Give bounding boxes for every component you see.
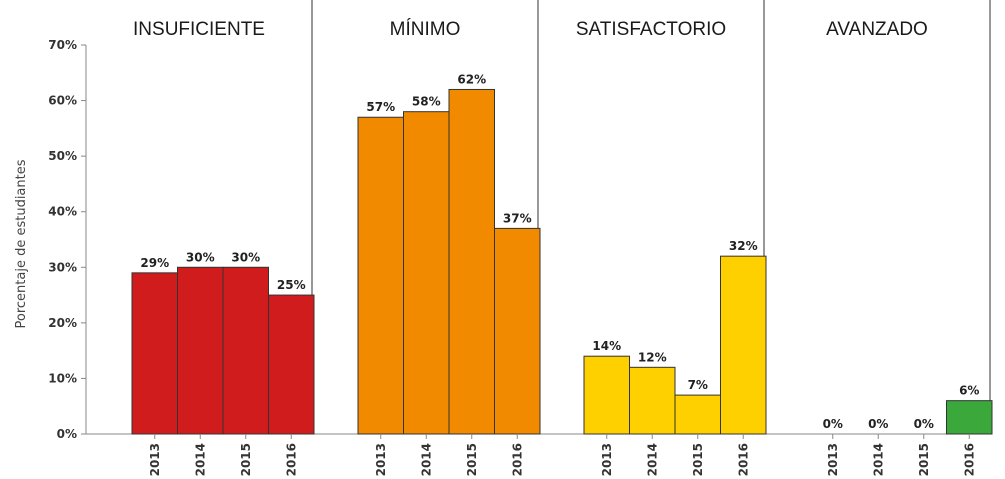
data-label: 58% [412, 95, 441, 109]
x-tick-label: 2014 [193, 443, 207, 476]
data-label: 30% [231, 250, 260, 264]
bar [268, 294, 315, 435]
y-tick-label: 20% [48, 316, 77, 330]
bar [720, 255, 767, 435]
x-tick-label: 2014 [871, 443, 885, 476]
bar [946, 400, 993, 435]
data-label: 12% [638, 350, 667, 364]
bar [583, 355, 630, 435]
data-label: 14% [592, 339, 621, 353]
panel-title: MÍNIMO [390, 19, 461, 40]
panel-insuficiente: INSUFICIENTE 29% 2013 30% 2014 30% 2015 25% 2016 [131, 0, 315, 476]
y-tick-label: 40% [48, 205, 77, 219]
bar [177, 266, 224, 435]
bar [403, 111, 450, 435]
x-tick-label: 2016 [284, 443, 298, 476]
x-tick-label: 2014 [419, 443, 433, 476]
x-tick-label: 2015 [917, 443, 931, 476]
data-label: 32% [729, 239, 758, 253]
x-tick-label: 2016 [962, 443, 976, 476]
panel-title: AVANZADO [826, 19, 928, 40]
x-tick-label: 2015 [691, 443, 705, 476]
panel-minimo: MÍNIMO 57% 2013 58% 2014 62% 2015 37% 2016 [357, 0, 541, 476]
panel-satisfactorio: SATISFACTORIO 14% 2013 12% 2014 7% 2015 32% 2016 [576, 0, 767, 476]
bar [357, 116, 404, 435]
x-tick-label: 2015 [465, 443, 479, 476]
bar [448, 88, 495, 435]
y-tick-label: 0% [57, 427, 77, 441]
panel-title: SATISFACTORIO [576, 19, 726, 40]
y-tick-label: 10% [48, 371, 77, 385]
bar [629, 366, 676, 435]
data-label: 0% [868, 417, 888, 431]
x-tick-label: 2013 [826, 443, 840, 476]
y-tick-label: 30% [48, 260, 77, 274]
data-label: 0% [914, 417, 934, 431]
y-tick-label: 70% [48, 38, 77, 52]
y-tick-label: 50% [48, 149, 77, 163]
data-label: 25% [277, 278, 306, 292]
data-label: 29% [140, 256, 169, 270]
x-tick-label: 2015 [239, 443, 253, 476]
panel-avanzado: AVANZADO 0% 2013 0% 2014 0% 2015 6% 2016 [823, 0, 993, 476]
y-tick-label: 60% [48, 94, 77, 108]
panel-title: INSUFICIENTE [133, 19, 265, 40]
data-label: 7% [688, 378, 708, 392]
data-label: 37% [503, 211, 532, 225]
x-tick-label: 2013 [374, 443, 388, 476]
data-label: 6% [959, 384, 979, 398]
x-tick-label: 2014 [645, 443, 659, 476]
data-label: 62% [457, 72, 486, 86]
x-tick-label: 2013 [600, 443, 614, 476]
bar [674, 394, 721, 435]
data-label: 0% [823, 417, 843, 431]
x-tick-label: 2013 [148, 443, 162, 476]
x-tick-label: 2016 [510, 443, 524, 476]
data-label: 57% [366, 100, 395, 114]
bar [494, 227, 541, 435]
y-axis-label: Porcentaje de estudiantes [14, 159, 29, 328]
bar [222, 266, 269, 435]
x-tick-label: 2016 [736, 443, 750, 476]
bar [131, 272, 178, 435]
data-label: 30% [186, 250, 215, 264]
panel-layer: INSUFICIENTE 29% 2013 30% 2014 30% 2015 25% 2016… [131, 0, 993, 476]
